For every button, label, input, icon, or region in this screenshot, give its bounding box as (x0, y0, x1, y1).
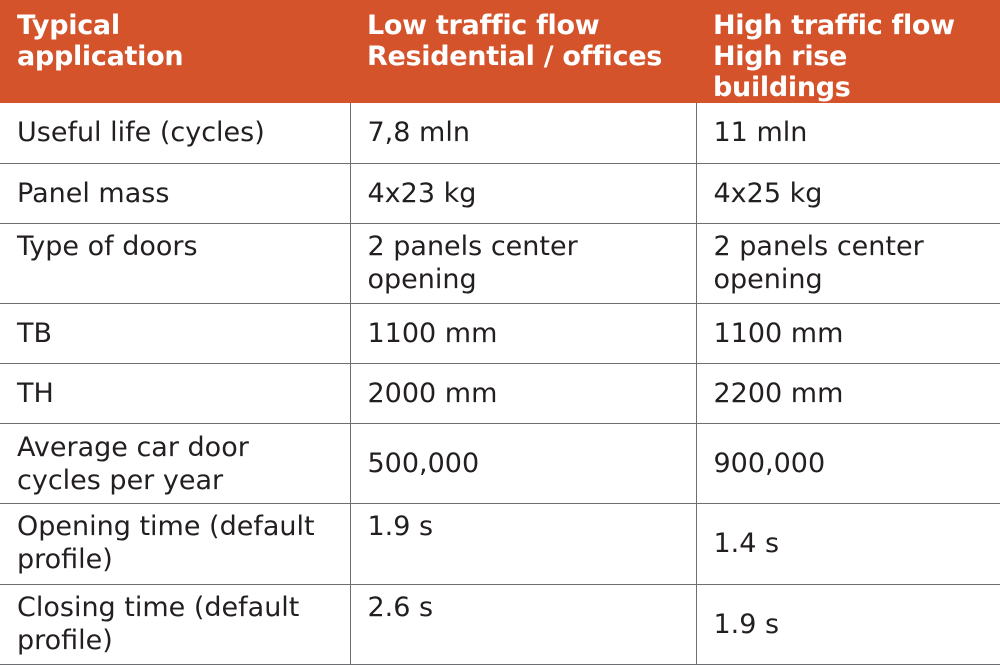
row-label: Average car door cycles per year (0, 423, 351, 505)
table-row-average-cycles: Average car door cycles per year 500,000… (0, 423, 1000, 505)
low-traffic-value: 1.9 s (350, 503, 697, 585)
table-row-th: TH 2000 mm 2200 mm (0, 363, 1000, 424)
table-row-opening-time: Opening time (default profile) 1.9 s 1.4… (0, 503, 1000, 585)
low-traffic-value: 7,8 mln (350, 103, 697, 164)
row-label: Type of doors (0, 223, 351, 304)
high-traffic-value: 4x25 kg (696, 163, 1000, 224)
header-typical-application: Typical application (0, 0, 350, 103)
table-row-tb: TB 1100 mm 1100 mm (0, 303, 1000, 364)
high-traffic-value: 1100 mm (696, 303, 1000, 364)
table-row-type-of-doors: Type of doors 2 panels center opening 2 … (0, 223, 1000, 304)
low-traffic-value: 2.6 s (350, 584, 697, 665)
header-low-traffic-flow: Low traffic flow Residential / offices (350, 0, 696, 103)
header-high-traffic-flow: High traffic flow High rise buildings (696, 0, 1000, 103)
low-traffic-value: 1100 mm (350, 303, 697, 364)
high-traffic-value: 1.9 s (696, 584, 1000, 665)
table-row-closing-time: Closing time (default profile) 2.6 s 1.9… (0, 584, 1000, 665)
high-traffic-value: 900,000 (696, 423, 1000, 505)
high-traffic-value: 2 panels center opening (696, 223, 1000, 304)
row-label: Closing time (default profile) (0, 584, 351, 665)
row-label: Panel mass (0, 163, 351, 224)
low-traffic-value: 2 panels center opening (350, 223, 697, 304)
row-label: Opening time (default profile) (0, 503, 351, 585)
header-row: Typical application Low traffic flow Res… (0, 0, 1000, 103)
low-traffic-value: 500,000 (350, 423, 697, 505)
high-traffic-value: 11 mln (696, 103, 1000, 164)
table-row-useful-life: Useful life (cycles) 7,8 mln 11 mln (0, 103, 1000, 164)
low-traffic-value: 4x23 kg (350, 163, 697, 224)
table-row-panel-mass: Panel mass 4x23 kg 4x25 kg (0, 163, 1000, 224)
high-traffic-value: 2200 mm (696, 363, 1000, 424)
row-label: TB (0, 303, 351, 364)
row-label: TH (0, 363, 351, 424)
low-traffic-value: 2000 mm (350, 363, 697, 424)
high-traffic-value: 1.4 s (696, 503, 1000, 585)
row-label: Useful life (cycles) (0, 103, 351, 164)
